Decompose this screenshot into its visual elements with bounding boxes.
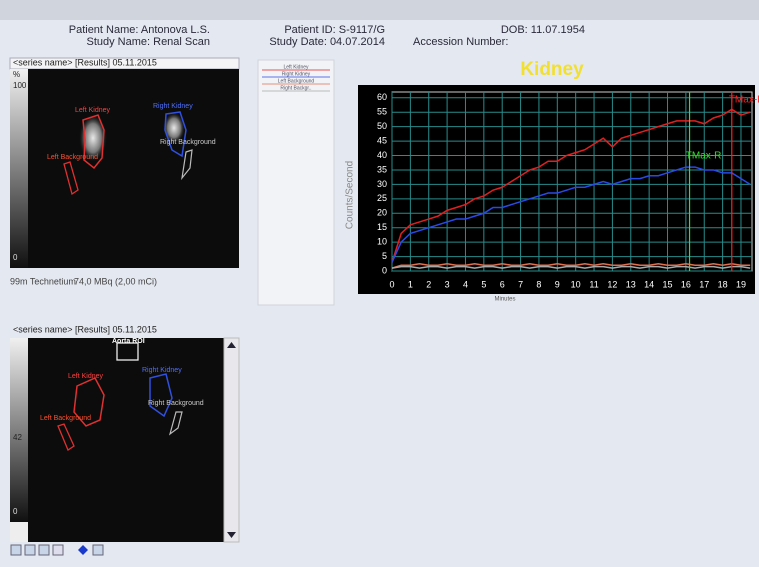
scale-label: 100: [13, 81, 27, 90]
scale-label: 42: [13, 433, 22, 442]
roi-label: Right Background: [148, 400, 204, 407]
roi-label: Left Background: [40, 415, 91, 422]
roi-label: Right Kidney: [153, 103, 193, 110]
isotope: 99m Technetium: [10, 276, 76, 286]
y-tick-label: 55: [377, 107, 387, 117]
x-tick-label: 18: [718, 279, 728, 289]
panel-title: <series name> [Results] 05.11.2015: [13, 324, 157, 334]
roi-label: Right Kidney: [142, 367, 182, 374]
roi-label: Left Kidney: [75, 107, 111, 114]
tool-button[interactable]: [93, 545, 103, 555]
image-view: [28, 69, 239, 268]
accession: Accession Number:: [413, 36, 508, 48]
roi-label: Aorta ROI: [112, 338, 145, 345]
x-tick-label: 13: [626, 279, 636, 289]
x-tick-label: 2: [426, 279, 431, 289]
roi-label: Left Background: [47, 154, 98, 161]
chart-title: Kidney: [520, 59, 584, 80]
panel-title: <series name> [Results] 05.11.2015: [13, 57, 157, 67]
x-tick-label: 14: [644, 279, 654, 289]
y-tick-label: 5: [382, 251, 387, 261]
dose: 74,0 MBq (2,00 mCi): [74, 276, 157, 286]
scale-label: %: [13, 70, 20, 79]
x-tick-label: 7: [518, 279, 523, 289]
tmax-label: TMax-R: [686, 151, 722, 162]
x-tick-label: 12: [607, 279, 617, 289]
scale-bar: [10, 69, 28, 268]
scrollbar[interactable]: [224, 338, 239, 542]
roi-label: Left Kidney: [68, 373, 104, 380]
screen: Patient Name: Antonova L.S. Study Name: …: [0, 0, 759, 562]
roi-label: Right Background: [160, 139, 216, 146]
y-tick-label: 10: [377, 237, 387, 247]
y-tick-label: 35: [377, 164, 387, 174]
tmax-label: TMax-L: [729, 95, 759, 106]
x-tick-label: 4: [463, 279, 468, 289]
y-tick-label: 20: [377, 208, 387, 218]
y-tick-label: 50: [377, 121, 387, 131]
y-tick-label: 15: [377, 222, 387, 232]
y-tick-label: 30: [377, 179, 387, 189]
x-tick-label: 8: [536, 279, 541, 289]
legend-label: Right Kidney: [282, 71, 311, 77]
x-tick-label: 19: [736, 279, 746, 289]
x-tick-label: 16: [681, 279, 691, 289]
x-tick-label: 5: [481, 279, 486, 289]
y-tick-label: 25: [377, 193, 387, 203]
tool-button[interactable]: [53, 545, 63, 555]
x-axis-label: Minutes: [494, 297, 515, 303]
x-tick-label: 3: [445, 279, 450, 289]
patient-name: Patient Name: Antonova L.S.: [69, 24, 210, 36]
x-tick-label: 0: [389, 279, 394, 289]
y-tick-label: 40: [377, 150, 387, 160]
tool-button[interactable]: [39, 545, 49, 555]
scale-bar: [10, 338, 28, 522]
y-axis-label: Counts/Second: [345, 161, 356, 229]
legend-label: Left Kidney: [283, 64, 309, 70]
x-tick-label: 11: [589, 279, 598, 289]
x-tick-label: 10: [571, 279, 581, 289]
y-tick-label: 0: [382, 265, 387, 275]
x-tick-label: 6: [500, 279, 505, 289]
legend-label: Left Background: [278, 78, 315, 84]
scale-label: 0: [13, 253, 18, 262]
plot-area: [392, 92, 752, 271]
x-tick-label: 17: [699, 279, 709, 289]
toolbar: [11, 545, 103, 555]
legend-label: Right Backgr..: [280, 85, 311, 91]
tool-button[interactable]: [11, 545, 21, 555]
dob: DOB: 11.07.1954: [501, 24, 585, 36]
x-tick-label: 15: [663, 279, 673, 289]
study-name: Study Name: Renal Scan: [86, 36, 210, 48]
legend-panel: [258, 60, 334, 305]
image-view: [28, 338, 224, 542]
patient-id: Patient ID: S-9117/G: [284, 24, 385, 36]
tool-button[interactable]: [25, 545, 35, 555]
y-tick-label: 60: [377, 92, 387, 102]
study-date: Study Date: 04.07.2014: [269, 36, 385, 48]
scale-label: 0: [13, 507, 18, 516]
x-tick-label: 9: [555, 279, 560, 289]
top-bar: [0, 0, 759, 20]
tool-button[interactable]: [78, 545, 88, 555]
scale-bar-end: [10, 522, 28, 542]
x-tick-label: 1: [408, 279, 413, 289]
y-tick-label: 45: [377, 135, 387, 145]
